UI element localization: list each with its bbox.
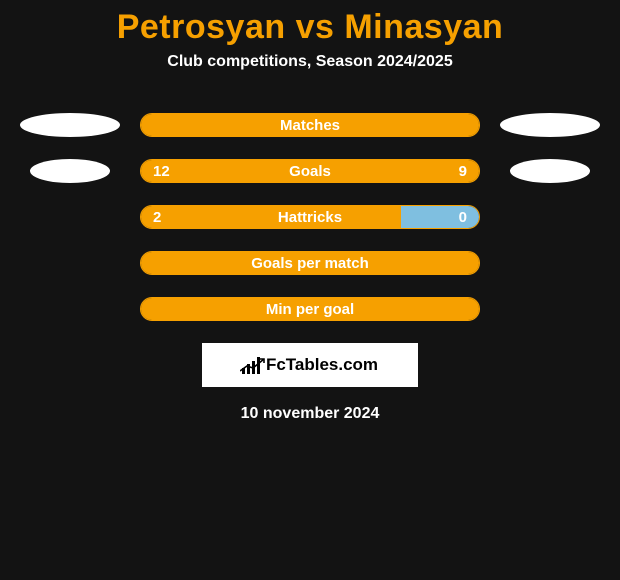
stat-bar-overlay: Goals per match (141, 252, 479, 274)
stat-label: Min per goal (141, 301, 479, 318)
stat-row: Matches (0, 113, 620, 137)
stat-bar: Goals per match (140, 251, 480, 275)
stat-bar: Matches (140, 113, 480, 137)
logo-box: FcTables.com (202, 343, 418, 387)
stat-label: Goals (141, 163, 479, 180)
stat-left-value: 2 (153, 209, 161, 226)
left-ellipse-slot (20, 297, 120, 321)
stat-label: Goals per match (141, 255, 479, 272)
stat-row: 12Goals9 (0, 159, 620, 183)
right-ellipse-slot (500, 159, 600, 183)
page-title: Petrosyan vs Minasyan (0, 0, 620, 47)
stat-row: 2Hattricks0 (0, 205, 620, 229)
stat-label: Matches (141, 117, 479, 134)
left-ellipse-slot (20, 205, 120, 229)
stat-left-value: 12 (153, 163, 170, 180)
right-ellipse-slot (500, 297, 600, 321)
player-left-ellipse (30, 159, 110, 183)
stat-bar: 12Goals9 (140, 159, 480, 183)
comparison-infographic: Petrosyan vs Minasyan Club competitions,… (0, 0, 620, 580)
player-left-ellipse (20, 113, 120, 137)
player-right-ellipse (500, 113, 600, 137)
player-right-ellipse (510, 159, 590, 183)
stat-row: Goals per match (0, 251, 620, 275)
left-ellipse-slot (20, 251, 120, 275)
left-ellipse-slot (20, 113, 120, 137)
stat-right-value: 0 (459, 209, 467, 226)
stat-row: Min per goal (0, 297, 620, 321)
stat-right-value: 9 (459, 163, 467, 180)
stat-label: Hattricks (141, 209, 479, 226)
right-ellipse-slot (500, 113, 600, 137)
stats-area: Matches 12Goals9 2Hattricks0 Goals per matc… (0, 113, 620, 321)
stat-bar: 2Hattricks0 (140, 205, 480, 229)
trend-line-icon (240, 358, 266, 372)
left-ellipse-slot (20, 159, 120, 183)
date-text: 10 november 2024 (0, 405, 620, 423)
stat-bar-overlay: 12Goals9 (141, 160, 479, 182)
right-ellipse-slot (500, 205, 600, 229)
barchart-icon (242, 356, 260, 374)
stat-bar-overlay: Min per goal (141, 298, 479, 320)
stat-bar-overlay: Matches (141, 114, 479, 136)
right-ellipse-slot (500, 251, 600, 275)
stat-bar: Min per goal (140, 297, 480, 321)
logo-text: FcTables.com (266, 355, 378, 375)
stat-bar-overlay: 2Hattricks0 (141, 206, 479, 228)
subtitle: Club competitions, Season 2024/2025 (0, 53, 620, 71)
